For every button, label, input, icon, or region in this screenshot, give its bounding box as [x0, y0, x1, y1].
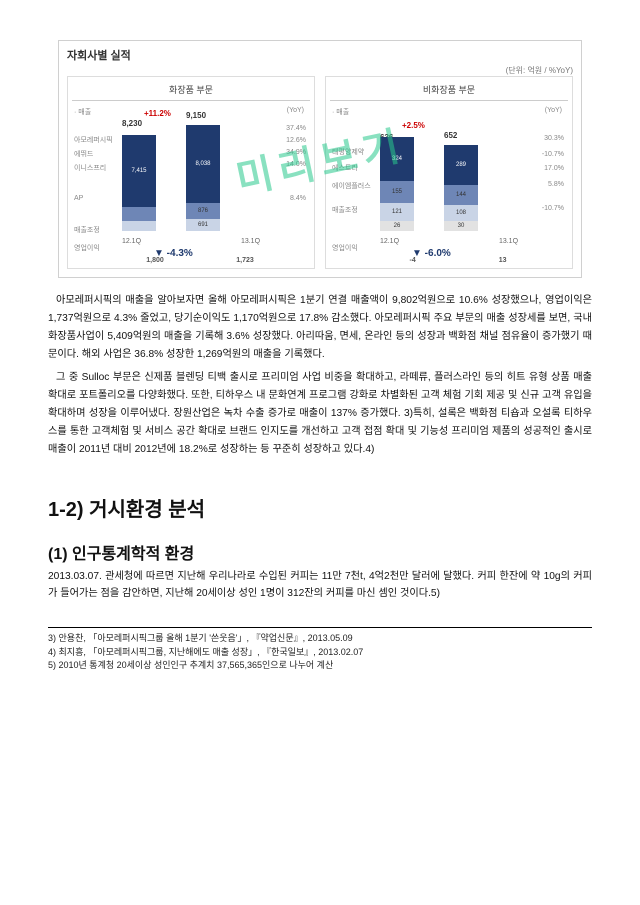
bar-segment: 144	[444, 185, 478, 205]
bar-segment: 289	[444, 145, 478, 185]
bar-segment: 26	[380, 221, 414, 231]
down-arrow-icon: ▼ -6.0%	[412, 248, 451, 259]
bar-segment: 8,038	[186, 125, 220, 203]
op-val: 13	[499, 257, 507, 264]
paragraph-3: 2013.03.07. 관세청에 따르면 지난해 우리나라로 수입된 커피는 1…	[48, 568, 592, 604]
chart-title: 자회사별 실적	[67, 47, 573, 63]
pct-label: 30.3%	[544, 135, 564, 142]
bar-segment	[122, 221, 156, 231]
down-arrow-icon: ▼ -4.3%	[154, 248, 193, 259]
footnote-divider	[48, 627, 592, 628]
pct-label: 12.6%	[286, 137, 306, 144]
footnote: 4) 최지흥, 「아모레퍼시픽그룹, 지난해에도 매출 성장」, 『한국일보』,…	[48, 646, 592, 660]
row-label: 매출조정	[74, 225, 100, 235]
pct-label: 14.0%	[286, 161, 306, 168]
row-label: 에스트라	[332, 163, 358, 173]
x-label: 13.1Q	[499, 238, 518, 245]
yoy-tag: (YoY)	[287, 107, 304, 114]
x-label: 12.1Q	[380, 238, 399, 245]
pct-label: 37.4%	[286, 125, 306, 132]
right-subtitle: 비화장품 부문	[330, 81, 568, 101]
pct-label: 8.4%	[290, 195, 306, 202]
noncosmetics-chart: 비화장품 부문 +2.5% 636 652 (YoY) 26121155324 …	[325, 76, 573, 269]
bar-segment: 108	[444, 205, 478, 221]
chart-unit: (단위: 억원 / %YoY)	[67, 65, 573, 76]
pct-label: 17.0%	[544, 165, 564, 172]
growth-rate: +2.5%	[402, 121, 425, 130]
pct-label: -10.7%	[542, 205, 564, 212]
bar2-total: 9,150	[186, 111, 206, 120]
row-label: 태평양제약	[332, 147, 364, 157]
x-label: 13.1Q	[241, 238, 260, 245]
row-label: AP	[74, 195, 83, 202]
left-subtitle: 화장품 부문	[72, 81, 310, 101]
row-label: 에이엠플러스	[332, 181, 371, 191]
x-label: 12.1Q	[122, 238, 141, 245]
footnote: 5) 2010년 통계청 20세이상 성인인구 추계치 37,565,365인으…	[48, 659, 592, 673]
bar-segment	[122, 207, 156, 221]
bar-segment: 876	[186, 203, 220, 219]
op-val: 1,723	[236, 257, 254, 264]
cosmetics-chart: 화장품 부문 +11.2% 8,230 9,150 (YoY) 7,415 69…	[67, 76, 315, 269]
pct-label: 5.8%	[548, 181, 564, 188]
paragraph-1: 아모레퍼시픽의 매출을 알아보자면 올해 아모레퍼시픽은 1분기 연결 매출액이…	[48, 292, 592, 363]
row-label: · 매출	[74, 107, 91, 117]
bar-segment: 30	[444, 221, 478, 231]
footnotes: 3) 안용찬, 「아모레퍼시픽그룹 올해 1분기 '쓴웃음'」, 『약업신문』,…	[48, 632, 592, 673]
row-label: · 매출	[332, 107, 349, 117]
growth-rate: +11.2%	[144, 109, 171, 118]
bar-segment: 691	[186, 219, 220, 231]
bar-segment: 324	[380, 137, 414, 181]
subsidiary-performance-chart: 자회사별 실적 (단위: 억원 / %YoY) 화장품 부문 +11.2% 8,…	[58, 40, 582, 278]
footnote: 3) 안용찬, 「아모레퍼시픽그룹 올해 1분기 '쓴웃음'」, 『약업신문』,…	[48, 632, 592, 646]
bar-segment: 7,415	[122, 135, 156, 207]
bar-segment: 155	[380, 181, 414, 203]
paragraph-2: 그 중 Sulloc 부문은 신제품 블렌딩 티백 출시로 프리미엄 사업 비중…	[48, 369, 592, 458]
pct-label: -10.7%	[542, 151, 564, 158]
bar-segment: 121	[380, 203, 414, 221]
row-label: 이니스프리	[74, 163, 106, 173]
row-label: 매출조정	[332, 205, 358, 215]
row-label: 에뛰드	[74, 149, 93, 159]
subsection-heading: (1) 인구통계학적 환경	[48, 540, 592, 564]
section-heading: 1-2) 거시환경 분석	[48, 493, 592, 522]
row-label: 아모레퍼시픽	[74, 135, 113, 145]
pct-label: 34.9%	[286, 149, 306, 156]
yoy-tag: (YoY)	[545, 107, 562, 114]
body-paragraphs: 아모레퍼시픽의 매출을 알아보자면 올해 아모레퍼시픽은 1분기 연결 매출액이…	[48, 292, 592, 459]
